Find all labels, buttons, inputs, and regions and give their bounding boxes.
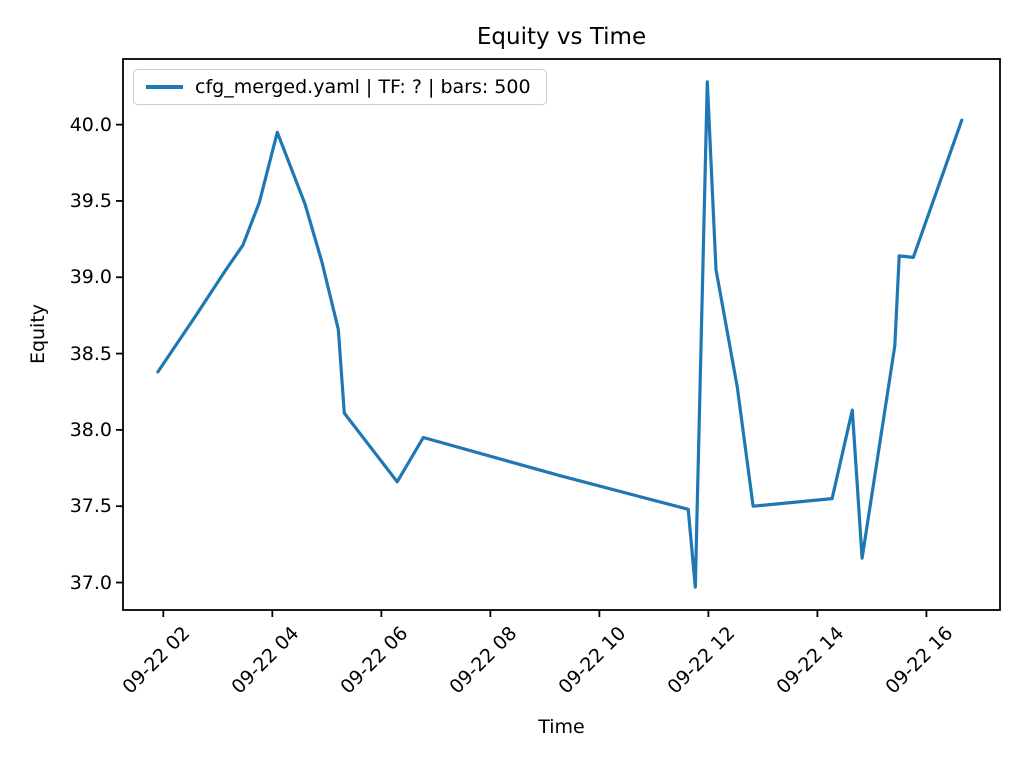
equity-line (156, 80, 964, 589)
y-tick-label: 38.5 (69, 342, 112, 365)
x-axis-label: Time (538, 716, 585, 738)
axis-ticks (116, 123, 928, 617)
y-tick-label: 40.0 (69, 113, 112, 136)
chart-title: Equity vs Time (476, 24, 647, 50)
y-tick-label: 38.0 (69, 418, 112, 441)
legend-line-sample-icon (146, 85, 183, 89)
legend: cfg_merged.yaml | TF: ? | bars: 500 (133, 69, 547, 105)
y-tick-label: 37.0 (69, 571, 112, 594)
y-tick-label: 39.5 (69, 189, 112, 212)
legend-entry-label: cfg_merged.yaml | TF: ? | bars: 500 (195, 76, 531, 98)
y-tick-label: 39.0 (69, 266, 112, 289)
y-tick-label: 37.5 (69, 495, 112, 518)
series-lines (156, 80, 964, 589)
plot-area-spines (122, 58, 1001, 611)
